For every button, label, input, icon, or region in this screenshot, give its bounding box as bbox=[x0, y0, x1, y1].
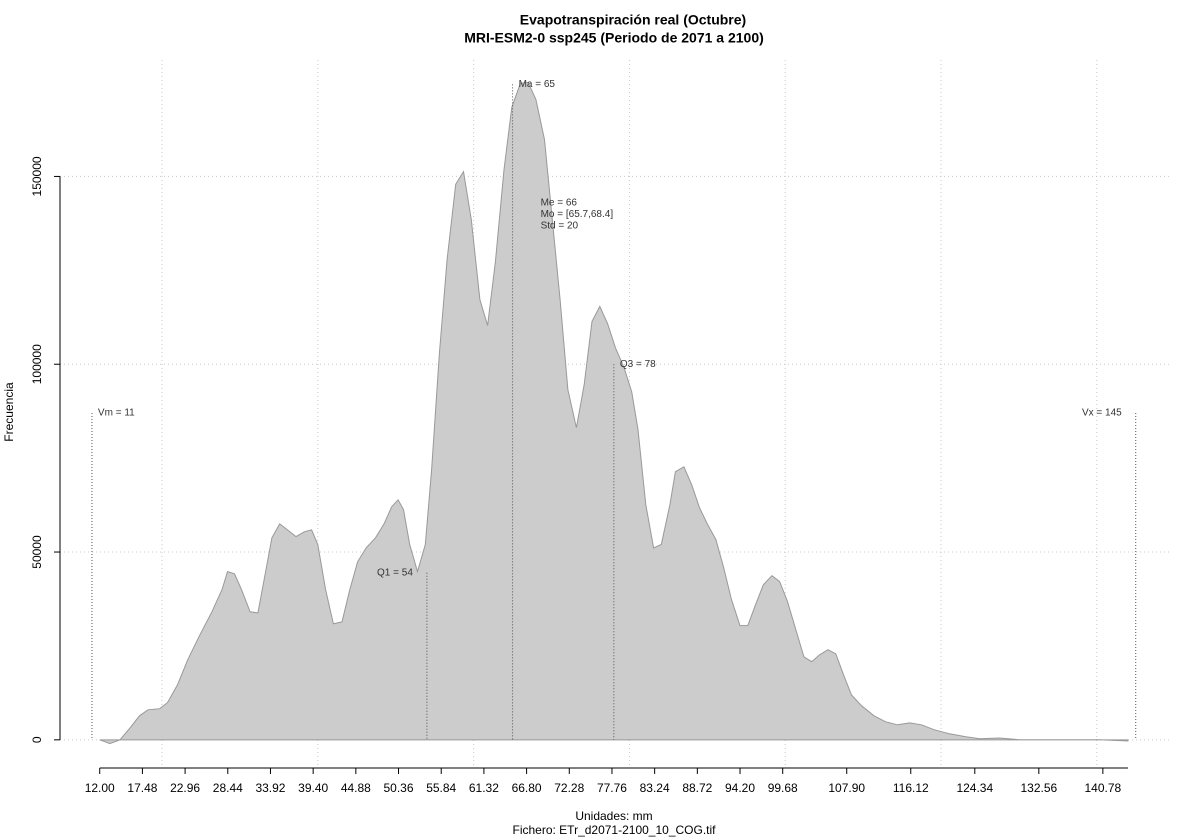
y-axis-label: Frecuencia bbox=[2, 382, 16, 442]
stat-label: Me = 66 bbox=[541, 198, 578, 209]
x-tick-label: 44.88 bbox=[341, 781, 371, 795]
x-tick-label: 94.20 bbox=[725, 781, 755, 795]
marker-label: Ma = 65 bbox=[519, 79, 556, 90]
marker-label: Vx = 145 bbox=[1082, 408, 1122, 419]
x-axis-label-file: Fichero: ETr_d2071-2100_10_COG.tif bbox=[513, 823, 717, 837]
chart-title: Evapotranspiración real (Octubre) bbox=[520, 12, 746, 28]
y-tick-label: 0 bbox=[30, 736, 44, 743]
marker-label: Q1 = 54 bbox=[377, 567, 413, 578]
x-tick-label: 61.32 bbox=[469, 781, 499, 795]
marker-label: Q3 = 78 bbox=[620, 359, 656, 370]
x-tick-label: 39.40 bbox=[298, 781, 328, 795]
x-tick-label: 116.12 bbox=[893, 781, 929, 795]
y-tick-label: 50000 bbox=[30, 535, 44, 569]
x-tick-label: 66.80 bbox=[512, 781, 542, 795]
stat-label: Mo = [65.7,68.4] bbox=[541, 209, 614, 220]
chart-subtitle: MRI-ESM2-0 ssp245 (Periodo de 2071 a 210… bbox=[464, 30, 764, 46]
x-tick-label: 72.28 bbox=[554, 781, 584, 795]
x-tick-label: 124.34 bbox=[956, 781, 993, 795]
x-tick-label: 83.24 bbox=[640, 781, 670, 795]
x-tick-label: 77.76 bbox=[597, 781, 627, 795]
x-tick-label: 99.68 bbox=[768, 781, 798, 795]
marker-label: Vm = 11 bbox=[98, 408, 135, 419]
x-tick-label: 50.36 bbox=[384, 781, 414, 795]
stat-label: Std = 20 bbox=[541, 221, 579, 232]
x-tick-label: 55.84 bbox=[426, 781, 456, 795]
x-tick-label: 33.92 bbox=[255, 781, 285, 795]
x-tick-label: 12.00 bbox=[85, 781, 115, 795]
x-tick-label: 28.44 bbox=[213, 781, 243, 795]
x-tick-label: 107.90 bbox=[828, 781, 865, 795]
y-tick-label: 100000 bbox=[30, 344, 44, 384]
x-tick-label: 88.72 bbox=[682, 781, 712, 795]
x-axis-label: Unidades: mm bbox=[575, 809, 652, 823]
x-tick-label: 22.96 bbox=[170, 781, 200, 795]
x-tick-label: 132.56 bbox=[1020, 781, 1057, 795]
x-tick-label: 140.78 bbox=[1085, 781, 1122, 795]
y-tick-label: 150000 bbox=[30, 156, 44, 196]
x-tick-label: 17.48 bbox=[127, 781, 157, 795]
